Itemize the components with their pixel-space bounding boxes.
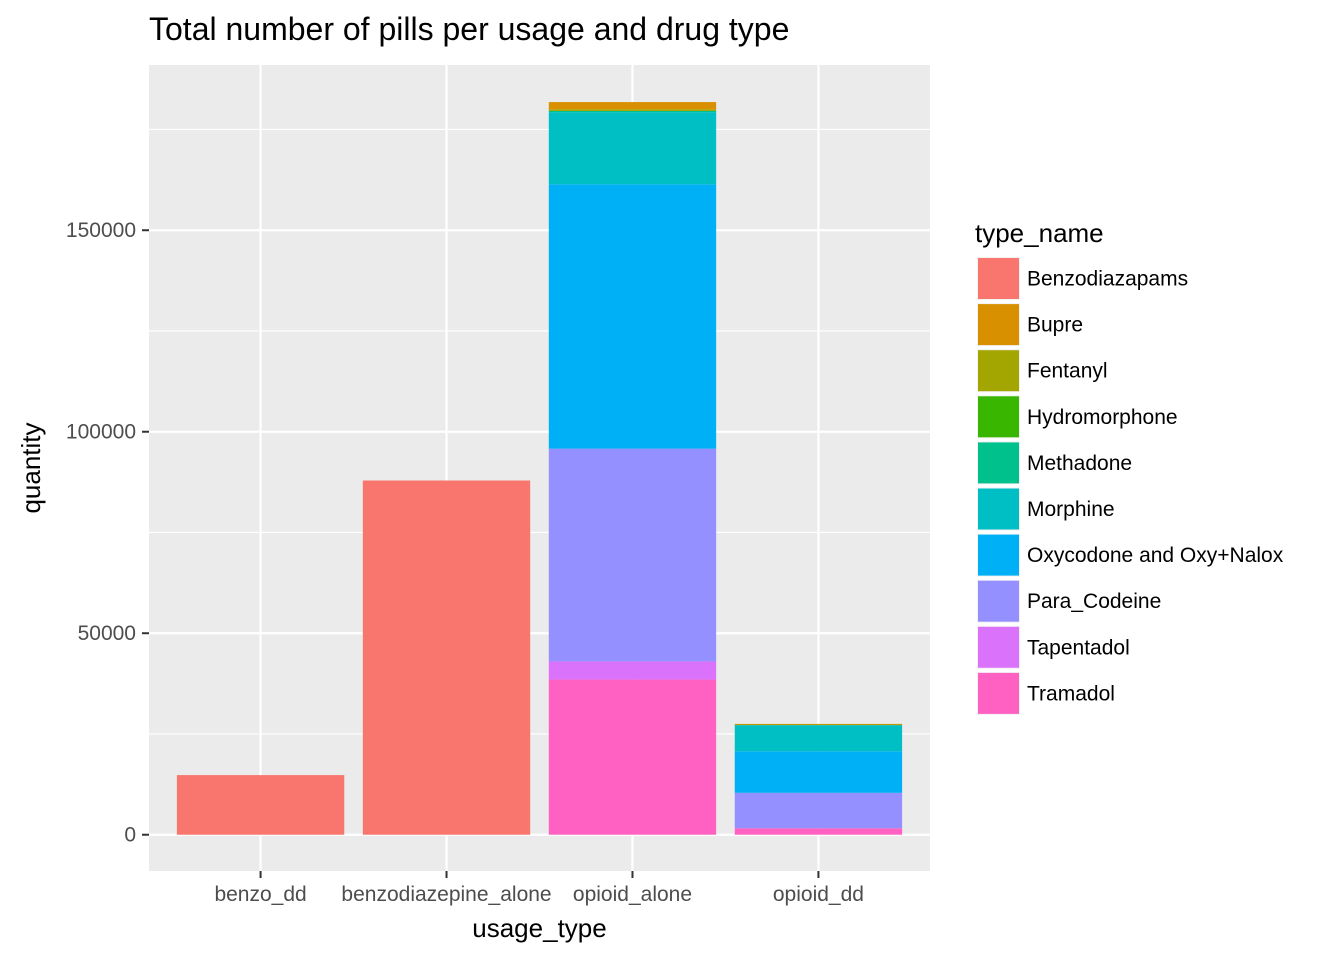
bar-segment bbox=[734, 751, 903, 793]
bar-segment bbox=[734, 724, 903, 726]
legend-key bbox=[978, 626, 1019, 668]
bar-segment bbox=[548, 661, 717, 680]
legend: type_name Benzodiazapams Bupre Fentanyl Hyd… bbox=[975, 218, 1284, 715]
legend-label: Bupre bbox=[1027, 314, 1083, 337]
legend-label: Hydromorphone bbox=[1027, 406, 1178, 429]
y-tick-label: 50000 bbox=[78, 622, 136, 645]
y-tick-label: 0 bbox=[124, 824, 136, 847]
legend-key bbox=[978, 488, 1019, 530]
legend-key bbox=[978, 672, 1019, 714]
legend-label: Para_Codeine bbox=[1027, 590, 1161, 613]
x-axis: benzo_dd benzodiazepine_alone opioid_alone… bbox=[214, 871, 864, 906]
legend-label: Methadone bbox=[1027, 452, 1132, 475]
bar-segment bbox=[548, 109, 717, 111]
y-axis: 0 50000 100000 150000 bbox=[66, 219, 149, 847]
x-axis-title: usage_type bbox=[472, 913, 606, 943]
legend-key bbox=[978, 442, 1019, 484]
bar-segment bbox=[548, 679, 717, 835]
y-tick-label: 150000 bbox=[66, 219, 136, 242]
legend-key bbox=[978, 534, 1019, 576]
bar-segment bbox=[734, 828, 903, 835]
x-tick-label: opioid_dd bbox=[773, 883, 864, 906]
y-tick-label: 100000 bbox=[66, 421, 136, 444]
legend-key bbox=[978, 258, 1019, 299]
y-axis-title: quantity bbox=[16, 422, 46, 513]
legend-label: Tramadol bbox=[1027, 682, 1115, 705]
x-tick-label: benzodiazepine_alone bbox=[341, 883, 551, 906]
bar-segment bbox=[734, 792, 903, 829]
bar-segment bbox=[548, 448, 717, 662]
chart-title: Total number of pills per usage and drug… bbox=[149, 11, 789, 47]
legend-label: Benzodiazapams bbox=[1027, 268, 1188, 291]
legend-label: Oxycodone and Oxy+Nalox bbox=[1027, 544, 1284, 567]
bar-segment bbox=[176, 775, 345, 835]
legend-key bbox=[978, 396, 1019, 438]
bar-segment bbox=[362, 480, 531, 835]
bar-segment bbox=[548, 110, 717, 113]
legend-label: Morphine bbox=[1027, 498, 1115, 521]
bar-segment bbox=[548, 112, 717, 185]
x-tick-label: opioid_alone bbox=[573, 883, 692, 906]
x-tick-label: benzo_dd bbox=[214, 883, 306, 906]
bar-segment bbox=[548, 102, 717, 110]
legend-key bbox=[978, 304, 1019, 346]
bar-segment bbox=[548, 184, 717, 449]
legend-label: Fentanyl bbox=[1027, 360, 1108, 383]
bar-segment bbox=[734, 723, 903, 725]
legend-label: Tapentadol bbox=[1027, 636, 1130, 659]
bars bbox=[176, 102, 903, 835]
legend-key bbox=[978, 350, 1019, 392]
bar-segment bbox=[734, 725, 903, 752]
legend-key bbox=[978, 580, 1019, 622]
legend-title: type_name bbox=[975, 218, 1104, 248]
